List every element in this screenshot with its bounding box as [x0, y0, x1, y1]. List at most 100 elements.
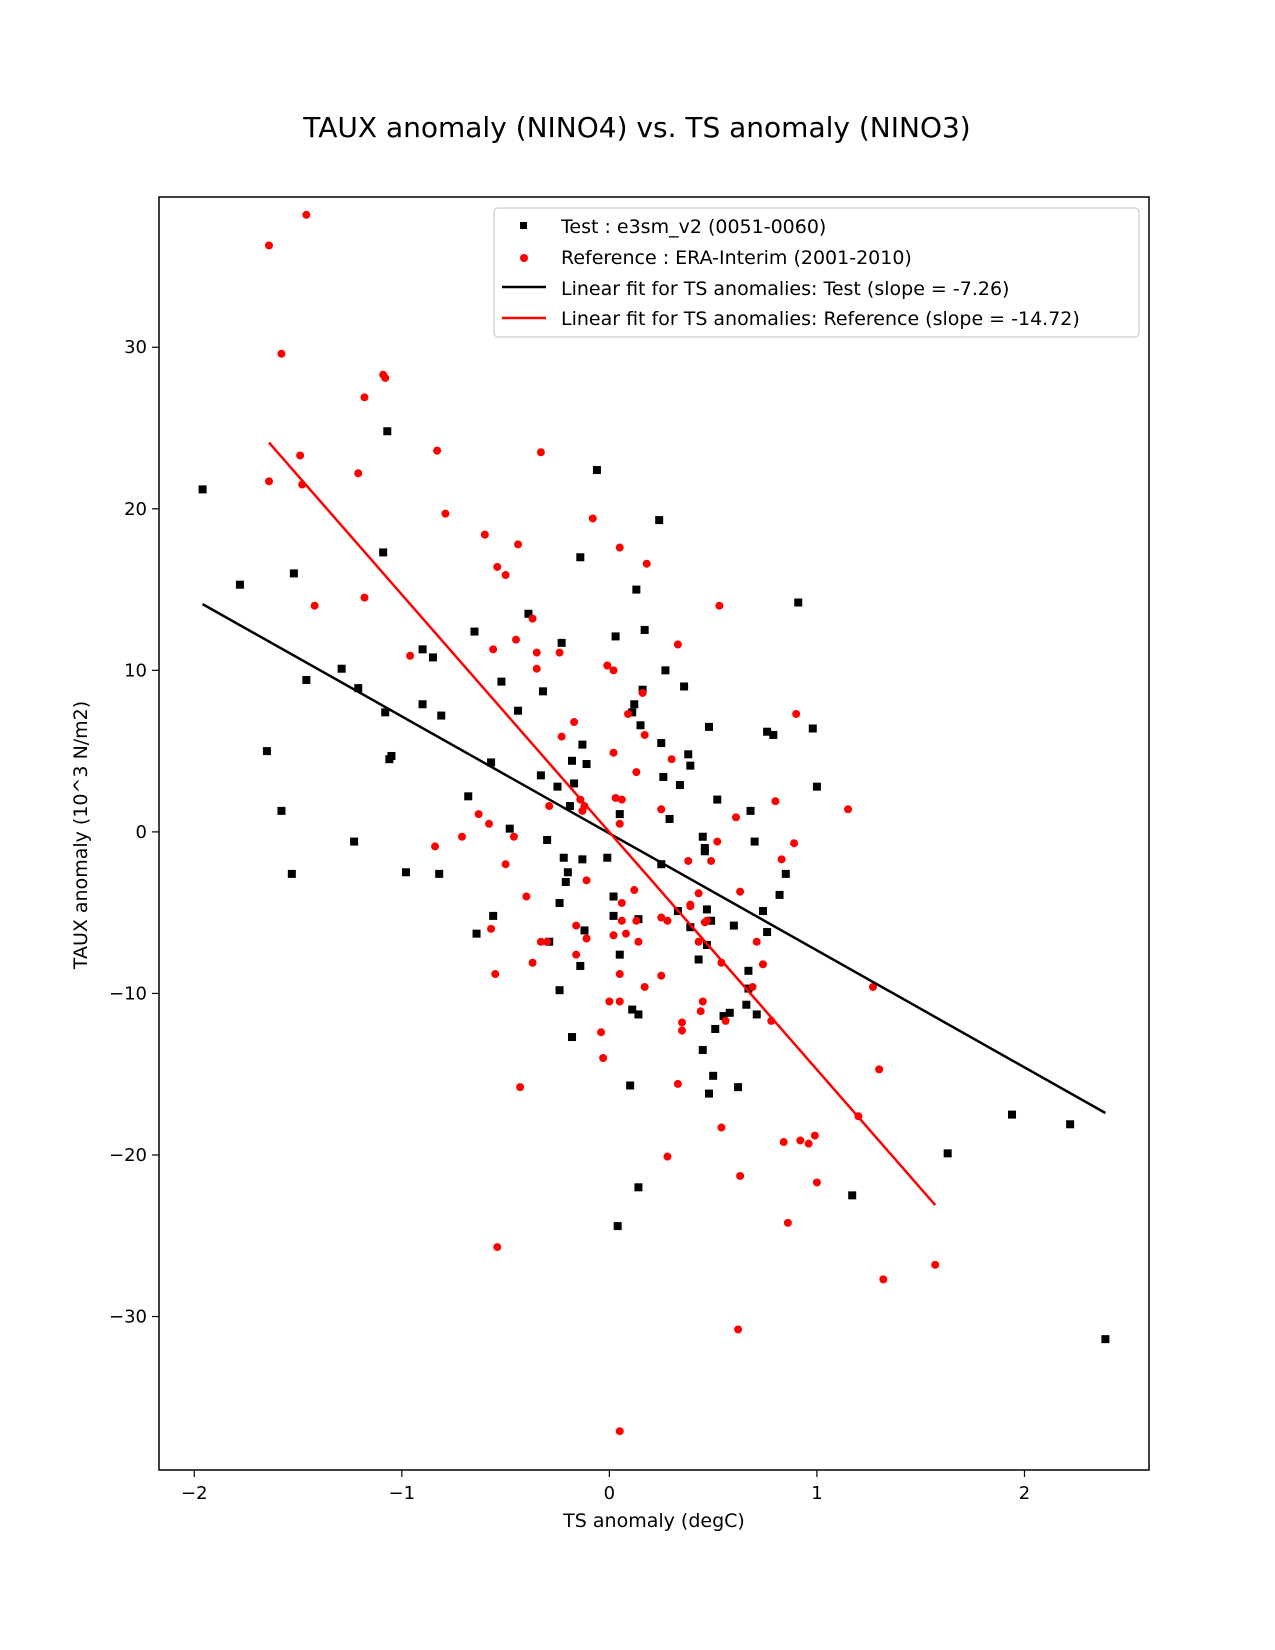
test-point-42 [568, 756, 577, 765]
reference-point-32 [528, 614, 537, 623]
y-tick-label-6: 30 [124, 337, 147, 358]
test-point-118 [1101, 1335, 1110, 1344]
test-point-43 [568, 1033, 577, 1042]
reference-point-65 [617, 795, 626, 804]
test-point-97 [729, 921, 738, 930]
reference-point-58 [611, 793, 620, 802]
reference-point-116 [796, 1136, 805, 1145]
test-point-101 [744, 966, 753, 975]
plot-marks [198, 210, 1110, 1436]
test-point-58 [615, 950, 624, 959]
test-point-110 [781, 869, 790, 878]
reference-point-44 [572, 921, 581, 930]
test-point-78 [680, 682, 689, 691]
test-point-63 [632, 585, 641, 594]
reference-point-75 [640, 730, 649, 739]
test-point-109 [775, 890, 784, 899]
reference-point-31 [522, 892, 531, 901]
test-point-59 [626, 1081, 635, 1090]
test-point-2 [262, 747, 271, 756]
test-point-95 [719, 1012, 728, 1021]
test-point-0 [198, 485, 207, 494]
x-tick-label-4: 2 [1019, 1483, 1030, 1504]
test-point-50 [582, 760, 591, 769]
reference-point-119 [812, 1178, 821, 1187]
test-point-52 [603, 853, 612, 862]
test-point-82 [694, 955, 703, 964]
reference-point-41 [557, 732, 566, 741]
test-point-99 [742, 1000, 751, 1009]
test-point-37 [557, 638, 566, 647]
y-axis: −30 −20 −10 0 10 20 30 [109, 337, 159, 1328]
test-point-10 [379, 548, 388, 557]
reference-point-106 [748, 982, 757, 991]
reference-point-82 [667, 755, 676, 764]
test-point-75 [665, 814, 674, 823]
test-point-25 [489, 911, 498, 920]
test-point-89 [705, 722, 713, 731]
reference-point-22 [491, 970, 500, 979]
legend-marker-test [520, 222, 527, 229]
reference-point-2 [277, 349, 286, 358]
reference-point-117 [804, 1139, 813, 1148]
reference-point-92 [696, 1007, 705, 1016]
y-tick-label-4: 10 [124, 660, 147, 681]
reference-point-99 [717, 958, 726, 967]
test-point-21 [464, 792, 473, 801]
x-tick-label-2: 0 [604, 1483, 615, 1504]
test-point-53 [609, 892, 618, 901]
reference-point-7 [360, 393, 369, 402]
test-point-111 [794, 598, 803, 607]
test-point-11 [381, 708, 390, 717]
reference-point-8 [360, 593, 369, 602]
reference-point-23 [493, 562, 502, 571]
reference-point-78 [657, 913, 666, 922]
test-point-74 [661, 666, 670, 675]
reference-point-87 [684, 856, 693, 865]
x-axis-label: TS anomaly (degC) [562, 1510, 745, 1532]
test-point-64 [634, 1010, 643, 1019]
test-point-56 [613, 1222, 622, 1231]
x-axis: −2 −1 0 1 2 [181, 1470, 1030, 1504]
reference-point-16 [458, 832, 467, 841]
test-point-96 [725, 1008, 734, 1017]
reference-point-74 [640, 982, 649, 991]
test-point-8 [350, 837, 359, 846]
reference-point-17 [474, 810, 483, 819]
test-point-47 [578, 740, 587, 749]
test-point-91 [707, 916, 716, 925]
test-point-32 [543, 835, 552, 844]
fit-lines [201, 441, 1107, 1206]
reference-point-48 [582, 876, 591, 885]
reference-point-98 [715, 601, 724, 610]
reference-point-5 [310, 601, 319, 610]
reference-point-63 [615, 970, 624, 979]
test-point-23 [472, 929, 481, 938]
test-point-107 [763, 727, 772, 736]
reference-point-40 [555, 648, 564, 657]
reference-point-34 [532, 648, 541, 657]
reference-point-50 [588, 514, 597, 523]
reference-point-105 [736, 1171, 745, 1180]
reference-point-84 [673, 1079, 682, 1088]
plot-frame [158, 196, 1150, 1471]
reference-point-9 [354, 469, 363, 478]
reference-point-56 [609, 748, 618, 757]
reference-point-14 [431, 842, 440, 851]
reference-point-86 [678, 1018, 687, 1027]
reference-point-77 [657, 805, 666, 814]
reference-point-27 [509, 832, 518, 841]
test-point-29 [524, 609, 533, 618]
test-point-27 [505, 824, 514, 833]
reference-point-93 [698, 997, 707, 1006]
reference-point-37 [536, 937, 545, 946]
x-tick-label-1: −1 [389, 1483, 416, 1504]
test-point-108 [769, 730, 778, 739]
reference-point-83 [673, 640, 682, 649]
test-point-71 [657, 860, 666, 869]
reference-point-73 [638, 688, 647, 697]
test-point-94 [713, 795, 722, 804]
test-point-66 [636, 721, 645, 730]
reference-point-61 [617, 898, 626, 907]
